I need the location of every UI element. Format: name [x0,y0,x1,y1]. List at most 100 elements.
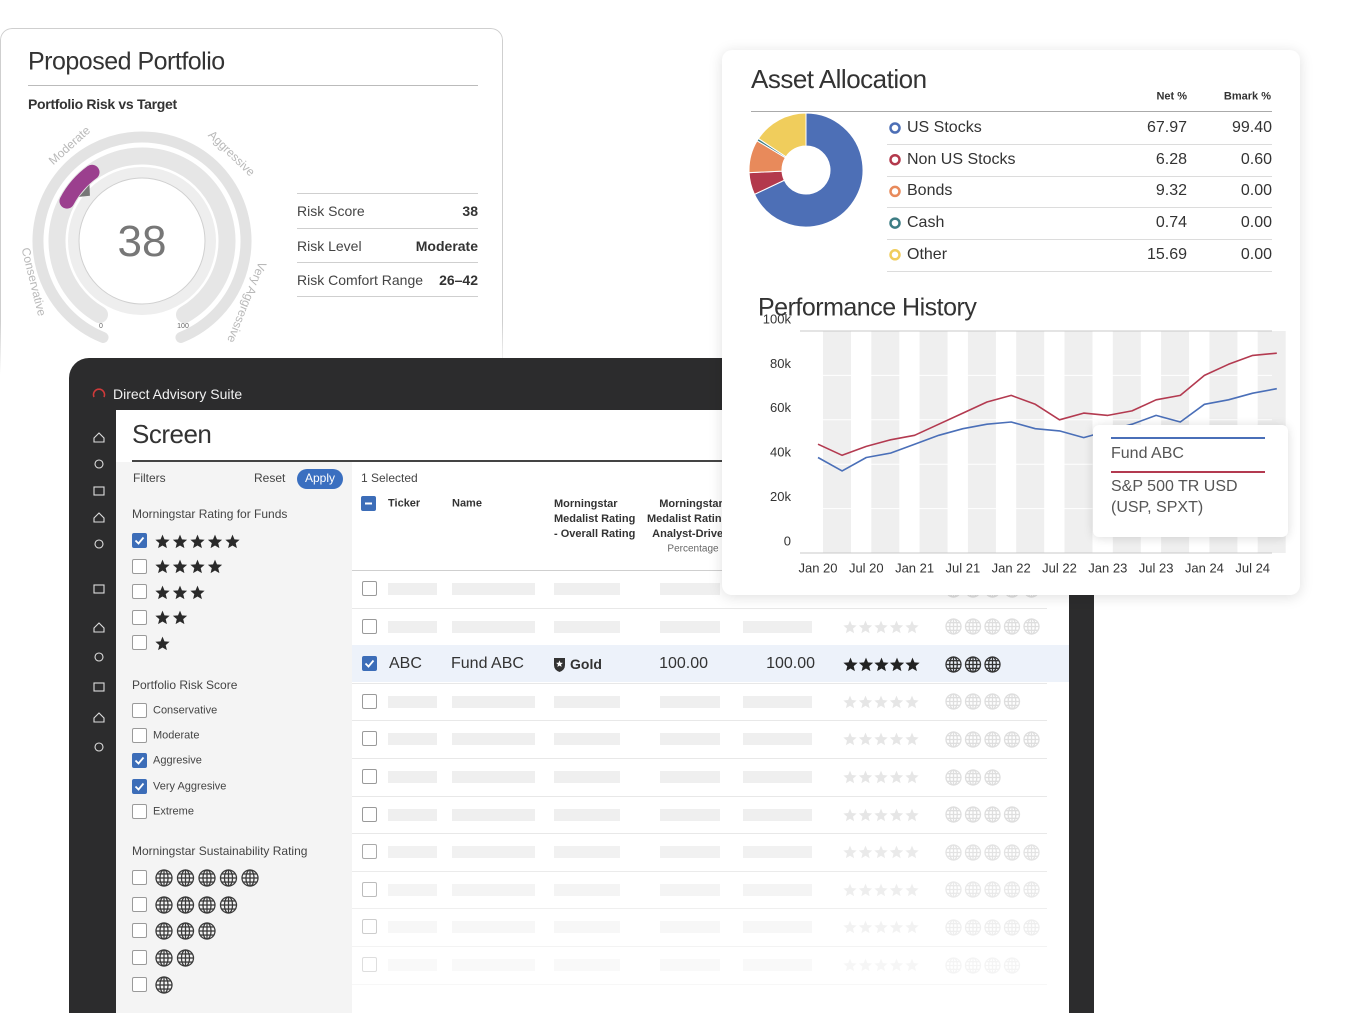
checkbox[interactable] [132,609,147,625]
net-value: 0.74 [1155,213,1187,231]
legend-marker [889,185,901,198]
x-tick-label: Jan 23 [1088,560,1127,575]
logo-ring [92,388,106,398]
series-line [817,352,1277,457]
star [190,585,205,599]
row-rule [297,296,478,297]
tick [134,782,145,791]
bmark-value: 99.40 [1231,118,1272,136]
checkbox[interactable] [132,896,147,912]
header-rule [352,570,1069,571]
checkbox[interactable] [361,496,376,511]
category-label: Other [907,245,948,263]
donut-slice [753,112,864,228]
legend-swatch [1111,437,1265,439]
row-rule [297,193,478,194]
globe [155,896,173,914]
globe [176,922,195,941]
legend-marker [889,122,901,134]
y-tick-label: 80k [770,356,791,371]
column-note: Percentage [667,543,719,555]
star [172,559,188,574]
period-band [823,331,851,553]
net-value: 15.69 [1146,245,1187,263]
tick [134,536,145,545]
filters-label: Filters [133,471,166,486]
category-label: Cash [907,213,945,231]
net-value: 9.32 [1155,182,1187,200]
x-tick-label: Jul 23 [1139,560,1174,575]
check-icon [134,782,145,791]
chart-title: Performance History [758,293,977,322]
star-rating [155,610,188,625]
chart-title: Asset Allocation [751,64,927,95]
donut-chart [748,112,901,261]
globe [219,896,238,914]
checkbox[interactable] [132,950,147,966]
star [207,559,223,574]
category-label: US Stocks [907,118,982,136]
star [155,636,170,650]
nav-icon [93,512,105,523]
checkbox[interactable] [132,635,147,650]
bmark-value: 0.00 [1240,182,1272,200]
filter-group-title: Morningstar Rating for Funds [132,507,288,522]
app-name: Direct Advisory Suite [113,385,243,402]
checkbox[interactable] [132,728,147,744]
row-rule [297,262,478,263]
globe [219,869,238,887]
checkbox[interactable] [132,778,147,794]
star [155,610,170,625]
star [155,559,170,574]
title-rule [132,460,1069,462]
row-rule [887,207,1272,209]
period-band [1064,331,1093,553]
checkbox[interactable] [132,923,147,939]
card-title: Proposed Portfolio [28,47,225,76]
globe [198,896,216,914]
risk-label: Risk Level [297,237,362,254]
checkbox[interactable] [132,703,147,718]
donut-slice [757,112,807,158]
star-rating [155,559,223,574]
gauge-track [48,147,236,324]
globe [155,949,173,967]
checkbox[interactable] [132,533,147,548]
apply-label: Apply [304,471,336,486]
globe-rating [155,922,216,941]
globe-rating [155,869,259,887]
x-tick-label: Jul 21 [946,560,981,575]
filter-option-label: Extreme [153,805,194,818]
column-header: Bmark % [1223,90,1271,103]
globe [198,922,216,941]
nav-icon [94,539,104,549]
globe [176,869,195,887]
risk-value: 38 [462,202,478,219]
app-logo [92,388,106,398]
y-tick-label: 100k [763,311,792,326]
category-label: Bonds [907,182,953,200]
card-subtitle: Portfolio Risk vs Target [28,95,177,112]
checkbox[interactable] [132,558,147,574]
bmark-value: 0.60 [1240,150,1272,168]
gauge-score: 38 [118,217,167,266]
star [172,610,188,625]
apply-button[interactable]: Apply [297,469,343,489]
check-icon [365,502,372,505]
y-tick-label: 60k [770,400,791,415]
column-header: Net % [1156,90,1187,103]
filter-panel [116,462,352,1013]
checkbox[interactable] [132,870,147,885]
nav-icon [93,486,105,496]
nav-icon [93,712,105,723]
checkbox[interactable] [132,584,147,599]
checkbox[interactable] [132,803,147,819]
star [207,534,223,548]
checkbox[interactable] [132,976,147,992]
gauge-min: 0 [99,323,103,330]
reset-button[interactable]: Reset [254,471,286,486]
row-rule [887,175,1272,177]
checkbox[interactable] [132,753,147,769]
net-value: 67.97 [1146,118,1187,136]
